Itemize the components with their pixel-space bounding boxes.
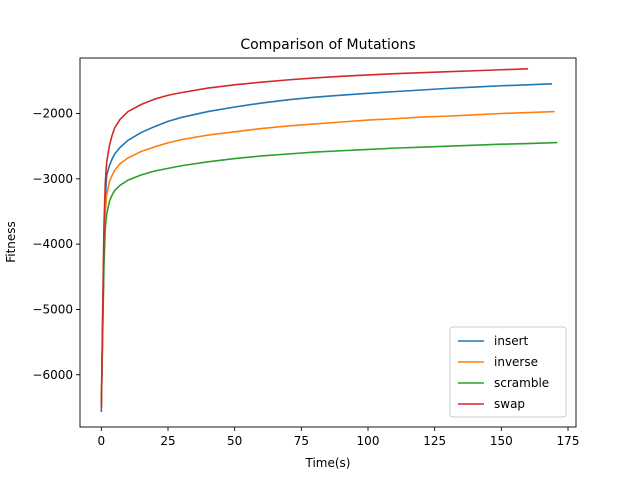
series-line-swap xyxy=(100,67,529,408)
chart-title: Comparison of Mutations xyxy=(240,37,415,53)
x-tick-label: 50 xyxy=(227,434,242,448)
y-axis: −6000 −5000 −4000 −3000 −2000 xyxy=(32,107,80,382)
y-axis-label: Fitness xyxy=(4,221,18,263)
x-tick-label: 150 xyxy=(490,434,513,448)
x-tick-label: 175 xyxy=(557,434,580,448)
legend-label-insert: insert xyxy=(494,334,529,348)
series-line-scramble xyxy=(100,141,558,405)
x-axis: 0 25 50 75 100 125 150 175 xyxy=(98,427,580,448)
x-tick-label: 100 xyxy=(357,434,380,448)
x-tick-label: 25 xyxy=(160,434,175,448)
x-tick-label: 125 xyxy=(423,434,446,448)
legend-box xyxy=(449,326,567,418)
y-tick-label: −6000 xyxy=(32,368,73,382)
plot-frame xyxy=(79,57,577,428)
x-axis-label: Time(s) xyxy=(305,456,351,470)
y-tick-label: −4000 xyxy=(32,237,73,251)
legend: insert inverse scramble swap xyxy=(449,326,567,418)
x-tick-label: 0 xyxy=(98,434,106,448)
legend-label-inverse: inverse xyxy=(494,355,538,369)
plot-area xyxy=(79,57,577,428)
y-tick-label: −2000 xyxy=(32,107,73,121)
y-tick-label: −5000 xyxy=(32,302,73,316)
legend-label-swap: swap xyxy=(494,397,525,411)
y-tick-label: −3000 xyxy=(32,172,73,186)
x-tick-label: 75 xyxy=(294,434,309,448)
series-line-insert xyxy=(100,83,553,412)
legend-label-scramble: scramble xyxy=(494,376,549,390)
series-line-inverse xyxy=(100,110,555,408)
